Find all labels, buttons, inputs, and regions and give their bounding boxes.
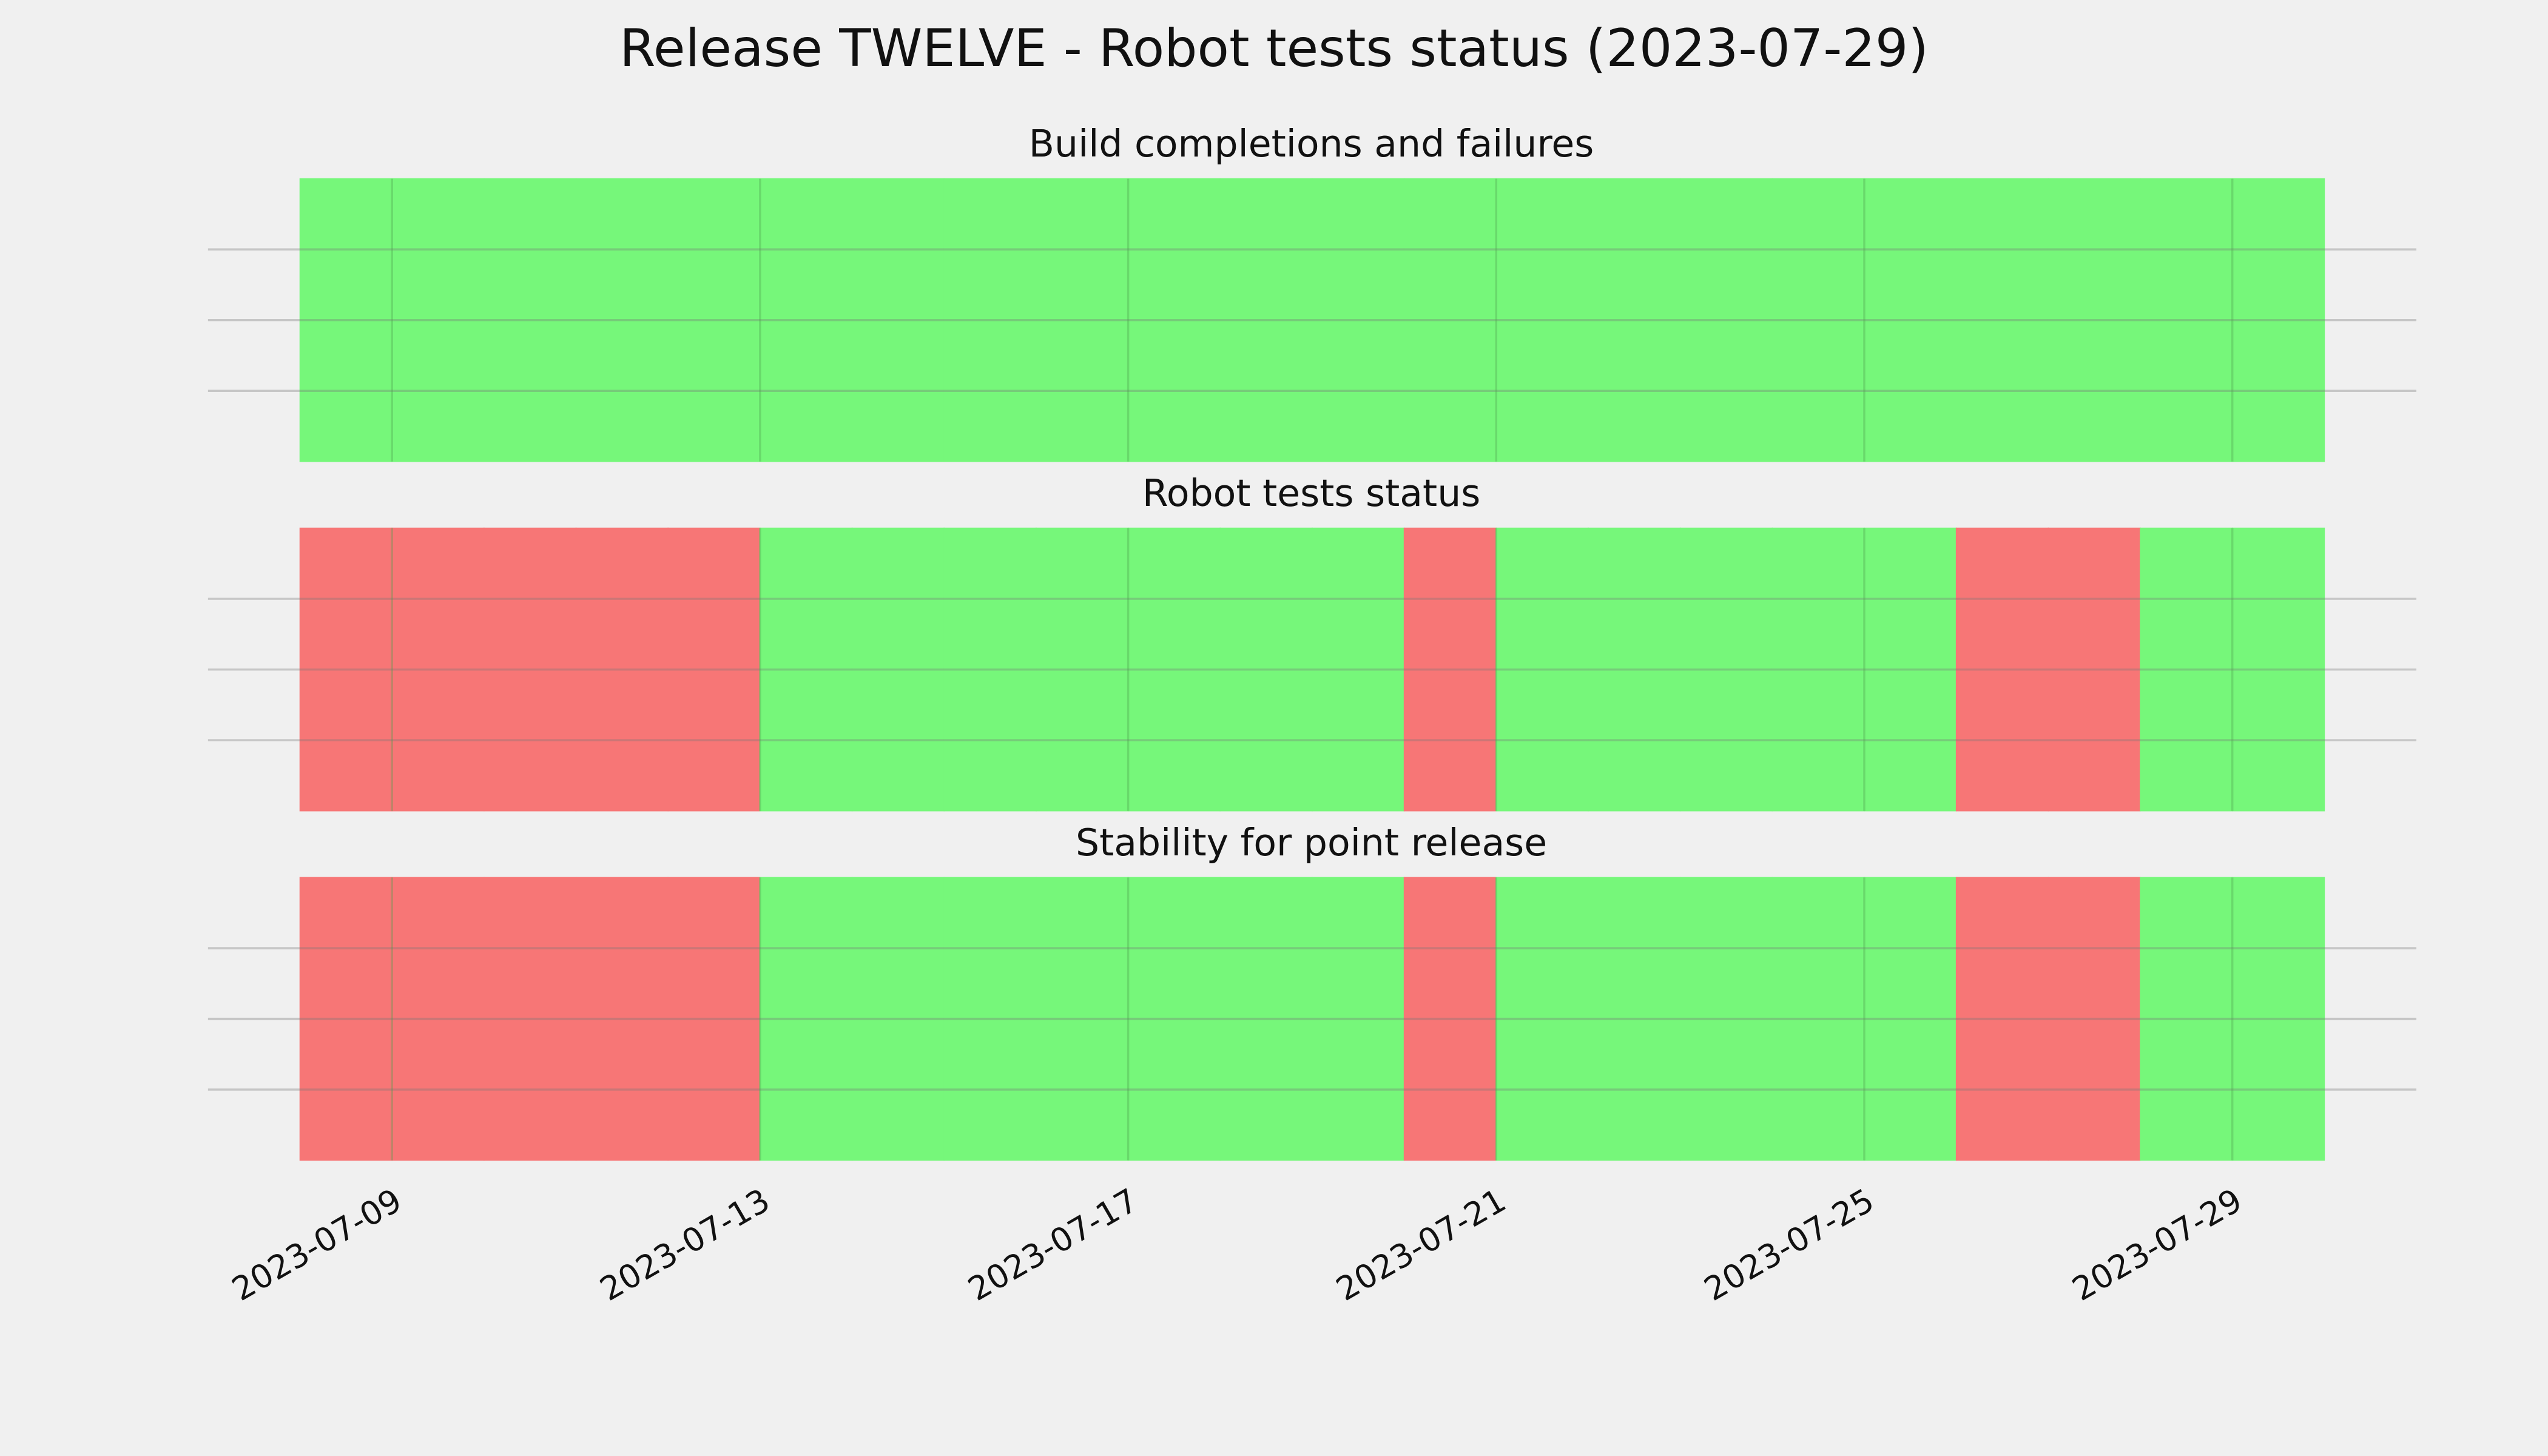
status-bar [760,877,853,1161]
status-bar [1588,178,1681,462]
status-bar [391,877,485,1161]
status-bar [1864,178,1957,462]
status-bar [1864,877,1957,1161]
status-bar [1312,877,1405,1161]
status-bar [2048,877,2141,1161]
status-bar [1219,877,1313,1161]
status-bar [1219,527,1313,812]
status-bar [1495,178,1589,462]
status-bar [1127,527,1221,812]
status-bar [1955,178,2049,462]
status-bar [299,877,393,1161]
status-bar [2140,877,2233,1161]
status-bar [1312,178,1405,462]
status-bar [667,527,761,812]
status-bar [1403,527,1497,812]
figure-title: Release TWELVE - Robot tests status (202… [619,18,1929,79]
subplot-title: Build completions and failures [1029,122,1594,166]
status-bar [1588,527,1681,812]
status-bar [1771,527,1865,812]
status-bar [1127,877,1221,1161]
status-bar [299,527,393,812]
status-bar [1955,527,2049,812]
status-bar [299,178,393,462]
status-bar [1588,877,1681,1161]
status-bar [851,527,945,812]
subplot-title: Stability for point release [1076,821,1547,864]
status-bar [484,178,577,462]
status-bar [1495,527,1589,812]
status-bar [391,527,485,812]
status-bar [2231,178,2325,462]
status-bar [851,877,945,1161]
status-bar [1955,877,2049,1161]
status-bar [1219,178,1313,462]
status-bar [2048,527,2141,812]
status-bar [391,178,485,462]
status-bar [575,877,669,1161]
status-bar [1036,178,1129,462]
status-bar [2048,178,2141,462]
status-bar [2231,527,2325,812]
subplot-title: Robot tests status [1142,471,1480,515]
status-bar [760,178,853,462]
status-bar [575,527,669,812]
status-bar [484,877,577,1161]
status-bar [1771,178,1865,462]
status-bar [1679,178,1773,462]
status-bar [2231,877,2325,1161]
status-bar [1127,178,1221,462]
status-bar [575,178,669,462]
status-bar [851,178,945,462]
status-bar [1771,877,1865,1161]
status-bar [667,877,761,1161]
status-bar [1403,877,1497,1161]
status-bar [943,527,1037,812]
status-bar [1679,877,1773,1161]
status-bar [943,178,1037,462]
status-bar [2140,178,2233,462]
status-bar [667,178,761,462]
status-bar [1679,527,1773,812]
status-bar [943,877,1037,1161]
status-bar [1036,527,1129,812]
status-bar [1864,527,1957,812]
status-bar [1403,178,1497,462]
status-bar [1495,877,1589,1161]
